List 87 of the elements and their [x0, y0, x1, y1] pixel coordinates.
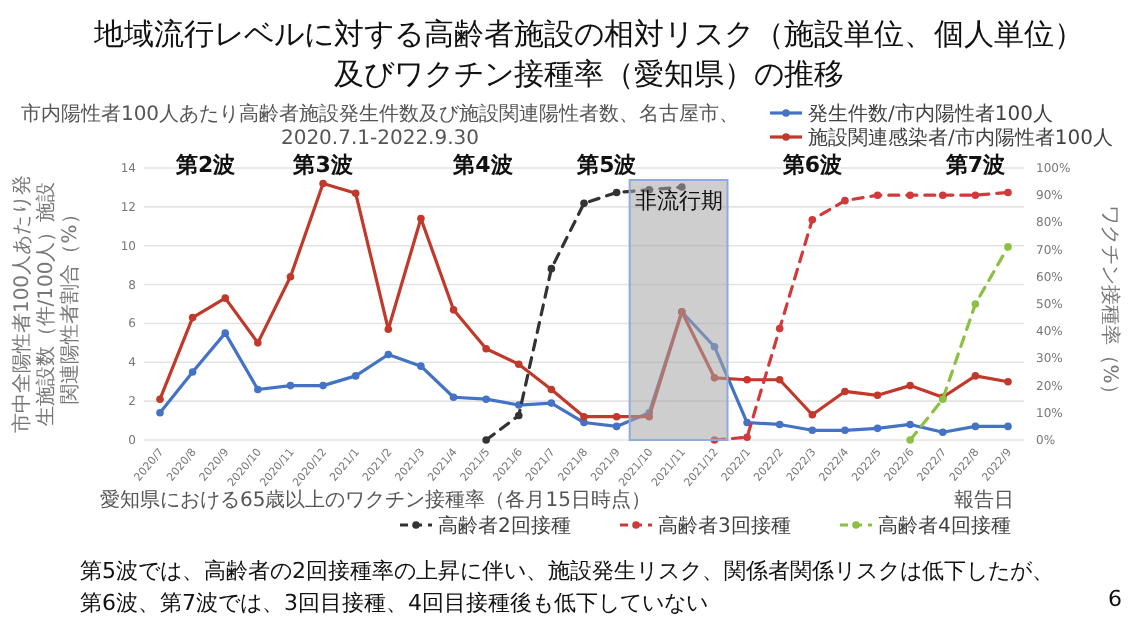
point	[156, 395, 164, 403]
point	[841, 196, 849, 205]
point	[906, 436, 914, 444]
point	[319, 381, 327, 390]
point	[580, 418, 588, 427]
point	[938, 428, 947, 437]
point	[449, 306, 458, 314]
point	[808, 410, 817, 419]
point	[743, 418, 751, 427]
text: 第5波では、高齢者の2回接種率の上昇に伴い、施設発生リスク、関係者関係リスクは低下したが、第6波、第7波では、3回目接種、4回目接種後も低下していない	[80, 558, 1054, 616]
point	[188, 313, 197, 322]
point	[351, 189, 360, 198]
point	[156, 409, 164, 417]
point	[906, 420, 914, 429]
point	[743, 375, 751, 384]
point	[775, 375, 784, 384]
point	[971, 191, 980, 199]
point	[482, 395, 490, 403]
point	[254, 385, 262, 394]
legend-label: 高齢者2回接種	[438, 514, 571, 538]
point	[971, 300, 980, 308]
point	[906, 381, 914, 390]
point	[710, 342, 719, 351]
chart-subtitle: 市内陽性者100人あたり高齢者施設発生件数及び施設関連陽性者数、名古屋市、 2020.7.1-2022.9.30	[20, 102, 740, 150]
point	[254, 339, 262, 347]
point	[1004, 188, 1012, 197]
point	[384, 350, 393, 359]
point	[873, 191, 882, 199]
y-axis-title: 市中全陽性者100人あたり発生施設数（件/100人）施設関連陽性者割合（%）	[10, 174, 82, 434]
point	[384, 325, 393, 334]
y2-axis-title: ワクチン接種率（%）	[1098, 204, 1122, 404]
legend-label: 高齢者4回接種	[878, 514, 1011, 538]
text: 愛知県における65歳以上のワクチン接種率（各月15日時点）	[100, 488, 651, 512]
point	[286, 273, 295, 281]
point	[482, 436, 490, 444]
point	[547, 385, 556, 394]
point	[808, 426, 817, 435]
point	[841, 426, 849, 435]
annotation: 第3波	[291, 152, 355, 178]
point	[221, 329, 230, 337]
annotation: 第6波	[780, 152, 844, 178]
chart-title: 地域流行レベルに対する高齢者施設の相対リスク（施設単位、個人単位）及びワクチン接種率（愛知県）の推移	[92, 16, 1084, 92]
annotation: 第5波	[575, 152, 639, 178]
point	[710, 436, 719, 444]
point	[221, 294, 230, 302]
point	[873, 391, 882, 400]
point	[547, 264, 556, 273]
point	[775, 420, 784, 429]
point	[775, 324, 784, 333]
point	[1004, 422, 1012, 431]
legend-label: 施設関連感染者/市内陽性者100人	[808, 126, 1113, 150]
annotation: 第7波	[943, 152, 1008, 178]
point	[873, 424, 882, 433]
text: 6	[1108, 586, 1122, 612]
point	[514, 401, 523, 409]
annotation: 第4波	[451, 152, 515, 178]
point	[514, 360, 523, 369]
legend-label: 発生件数/市内陽性者100人	[808, 102, 1053, 126]
point	[612, 188, 621, 197]
point	[351, 372, 360, 380]
point	[1004, 243, 1012, 251]
point	[612, 422, 621, 431]
point	[841, 387, 849, 396]
point	[808, 215, 817, 224]
point	[482, 344, 490, 353]
point	[1004, 377, 1012, 386]
point	[971, 422, 980, 431]
point	[938, 191, 947, 199]
point	[710, 374, 719, 382]
point	[417, 362, 425, 370]
x-axis-title: 報告日	[954, 488, 1014, 512]
point	[319, 179, 327, 188]
point	[906, 191, 914, 199]
point	[580, 199, 588, 208]
annotation: 第2波	[174, 152, 238, 178]
point	[514, 411, 523, 420]
point	[449, 393, 458, 402]
point	[286, 381, 295, 390]
legend-label: 高齢者3回接種	[658, 514, 791, 538]
point	[547, 399, 556, 407]
point	[188, 368, 197, 376]
point	[580, 412, 588, 421]
point	[612, 412, 621, 421]
point	[971, 372, 980, 380]
point	[743, 433, 751, 442]
band-label: 非流行期	[634, 188, 723, 214]
point	[417, 214, 425, 223]
